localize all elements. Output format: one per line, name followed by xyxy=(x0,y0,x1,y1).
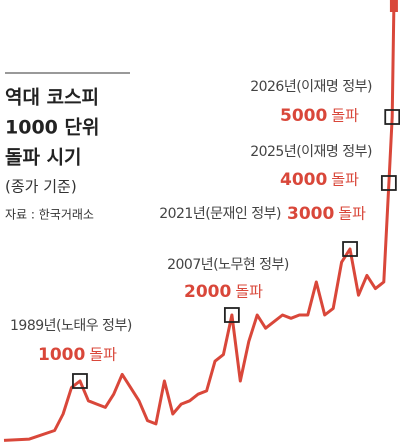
milestone-marker xyxy=(72,373,88,389)
chart-title: 1000 단위 xyxy=(5,117,99,139)
annotation-value: 1000 xyxy=(38,345,85,365)
annotation-suffix: 돌파 xyxy=(331,107,359,125)
milestone-marker xyxy=(223,307,240,323)
kospi-line xyxy=(3,4,396,442)
milestone-marker xyxy=(384,109,400,125)
annotation-suffix: 돌파 xyxy=(338,205,366,223)
annotation-period: 1989년(노태우 정부) xyxy=(10,318,132,334)
annotation-period: 2007년(노무현 정부) xyxy=(167,257,289,273)
annotation-suffix: 돌파 xyxy=(331,171,359,189)
annotation-suffix: 돌파 xyxy=(235,283,263,301)
annotation-value: 2000 xyxy=(184,282,231,302)
annotation-value: 5000 xyxy=(280,106,327,126)
annotation-period: 2026년(이재명 정부) xyxy=(250,79,372,95)
chart-title: 돌파 시기 xyxy=(5,147,82,169)
annotation-value: 4000 xyxy=(280,170,327,190)
annotation-suffix: 돌파 xyxy=(89,346,117,364)
milestone-marker xyxy=(342,241,358,257)
source: 자료 : 한국거래소 xyxy=(5,208,94,222)
chart-subtitle: (종가 기준) xyxy=(5,178,77,196)
annotation-period: 2025년(이재명 정부) xyxy=(250,144,372,160)
milestone-marker xyxy=(380,175,397,191)
line-end xyxy=(389,0,398,12)
chart-title: 역대 코스피 xyxy=(5,87,99,109)
annotation-period: 2021년(문재인 정부) xyxy=(159,206,281,222)
annotation-value: 3000 xyxy=(287,204,334,224)
